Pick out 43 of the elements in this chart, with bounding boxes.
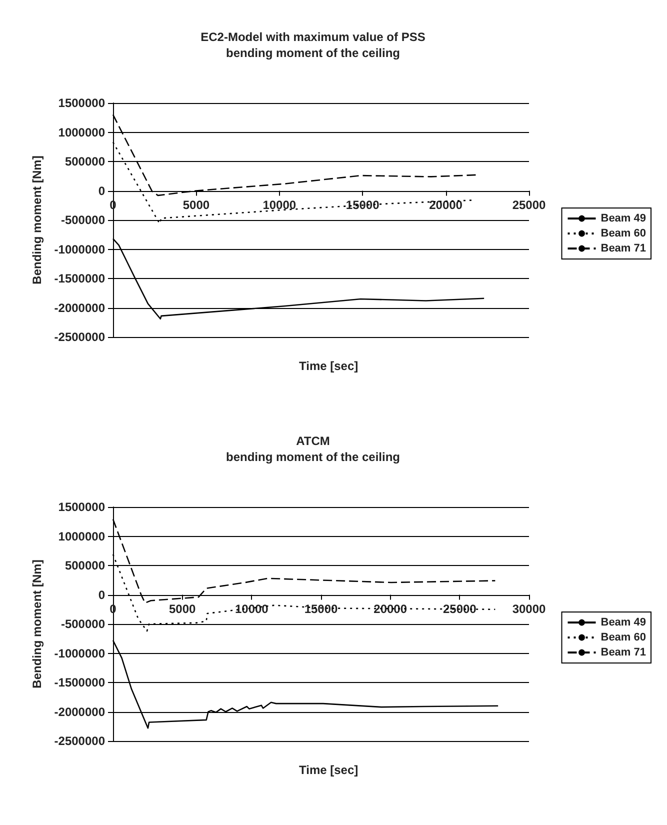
x-tick-label: 20000 (374, 602, 408, 616)
legend-label: Beam 71 (600, 646, 646, 658)
chart-title: EC2-Model with maximum value of PSS (200, 30, 426, 44)
x-tick-label: 15000 (346, 198, 380, 212)
y-tick-label: 1000000 (58, 125, 106, 140)
x-tick-label: 10000 (234, 602, 269, 616)
legend-label: Beam 49 (600, 616, 646, 628)
x-tick-label: 25000 (442, 602, 477, 616)
y-tick-label: -2000000 (54, 300, 106, 315)
x-tick-label: 5000 (182, 198, 210, 212)
y-tick-label: 500000 (64, 558, 106, 572)
x-tick-label: 10000 (262, 198, 296, 212)
chart-title: ATCM (296, 434, 330, 448)
y-tick-label: -2000000 (54, 704, 106, 719)
y-tick-label: -2500000 (54, 330, 106, 344)
y-tick-label: -500000 (60, 213, 106, 227)
x-tick-label: 25000 (512, 198, 546, 212)
x-tick-label: 30000 (512, 602, 546, 616)
y-tick-label: 1500000 (58, 500, 106, 514)
y-tick-label: 500000 (64, 154, 106, 168)
y-tick-label: 1000000 (58, 529, 106, 544)
chart-subtitle: bending moment of the ceiling (226, 450, 400, 464)
y-tick-label: -2500000 (54, 734, 106, 748)
x-axis-title: Time [sec] (299, 763, 358, 777)
legend-label: Beam 60 (600, 228, 646, 240)
x-tick-label: 15000 (304, 602, 338, 616)
y-tick-label: -1500000 (54, 676, 106, 690)
y-axis-title: Bending moment [Nm] (30, 156, 44, 284)
y-tick-label: -1500000 (54, 272, 106, 286)
legend-label: Beam 71 (600, 242, 646, 254)
chart-subtitle: bending moment of the ceiling (226, 46, 400, 60)
x-axis-title: Time [sec] (299, 359, 358, 373)
y-tick-label: -500000 (60, 617, 106, 631)
x-tick-label: 5000 (168, 602, 196, 616)
y-axis-title: Bending moment [Nm] (30, 560, 44, 688)
legend-label: Beam 60 (600, 632, 646, 644)
x-tick-label: 20000 (429, 198, 463, 212)
y-tick-label: 1500000 (58, 96, 106, 110)
y-tick-label: -1000000 (54, 646, 106, 660)
y-tick-label: 0 (98, 184, 106, 198)
y-tick-label: -1000000 (54, 242, 106, 256)
legend-label: Beam 49 (600, 212, 646, 224)
y-tick-label: 0 (98, 588, 106, 602)
